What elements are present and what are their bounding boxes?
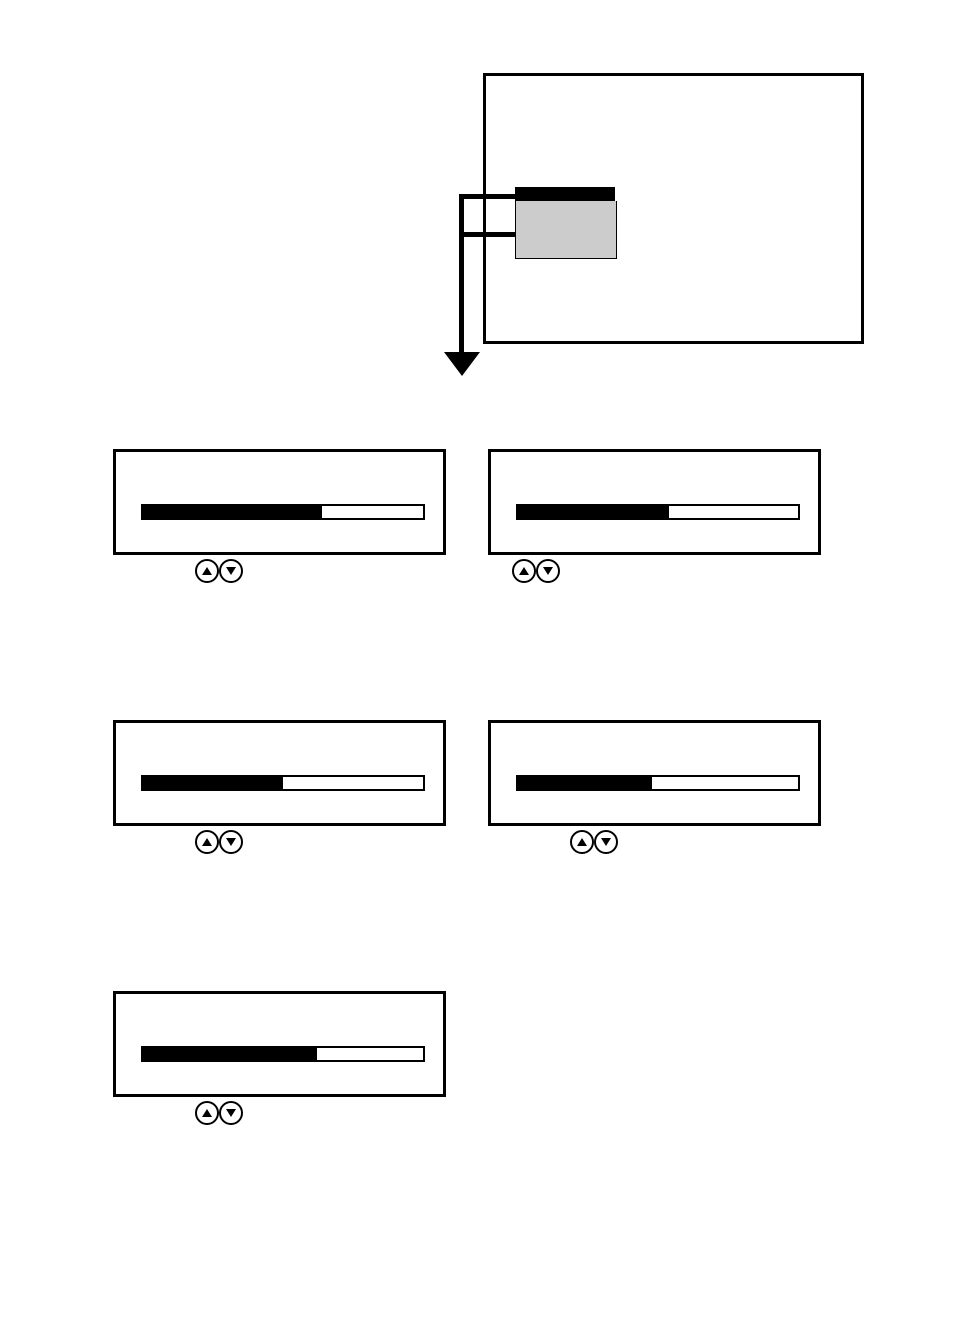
- chevron-down-icon: [543, 567, 553, 575]
- chevron-down-icon: [226, 1109, 236, 1117]
- popup-window-body: [515, 201, 617, 259]
- slider-down-button[interactable]: [219, 830, 243, 854]
- slider-panel: [113, 991, 446, 1097]
- chevron-up-icon: [577, 838, 587, 846]
- slider-down-button[interactable]: [219, 1101, 243, 1125]
- slider-down-button[interactable]: [594, 830, 618, 854]
- slider-up-button[interactable]: [512, 559, 536, 583]
- callout-line-vertical: [459, 194, 464, 354]
- chevron-up-icon: [202, 838, 212, 846]
- slider-track[interactable]: [141, 504, 425, 520]
- slider-fill: [143, 506, 322, 518]
- callout-line-top: [461, 194, 515, 199]
- slider-fill: [143, 777, 283, 789]
- chevron-down-icon: [226, 838, 236, 846]
- slider-up-button[interactable]: [195, 559, 219, 583]
- slider-panel: [113, 449, 446, 555]
- slider-fill: [518, 777, 652, 789]
- popup-window-titlebar: [515, 187, 615, 201]
- slider-up-button[interactable]: [195, 830, 219, 854]
- slider-track[interactable]: [516, 775, 800, 791]
- slider-up-button[interactable]: [570, 830, 594, 854]
- slider-fill: [143, 1048, 317, 1060]
- slider-track[interactable]: [141, 1046, 425, 1062]
- slider-down-button[interactable]: [536, 559, 560, 583]
- callout-line-mid: [461, 232, 515, 237]
- chevron-up-icon: [202, 567, 212, 575]
- slider-fill: [518, 506, 669, 518]
- arrow-down-icon: [444, 352, 480, 376]
- chevron-down-icon: [226, 567, 236, 575]
- chevron-up-icon: [519, 567, 529, 575]
- chevron-down-icon: [601, 838, 611, 846]
- slider-track[interactable]: [516, 504, 800, 520]
- chevron-up-icon: [202, 1109, 212, 1117]
- slider-up-button[interactable]: [195, 1101, 219, 1125]
- slider-panel: [488, 449, 821, 555]
- slider-panel: [488, 720, 821, 826]
- slider-panel: [113, 720, 446, 826]
- slider-down-button[interactable]: [219, 559, 243, 583]
- slider-track[interactable]: [141, 775, 425, 791]
